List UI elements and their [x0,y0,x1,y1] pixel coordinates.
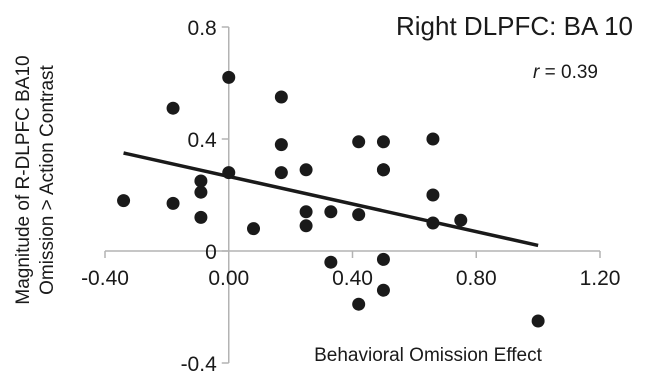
y-tick-label: 0 [205,241,217,264]
data-point [299,163,313,177]
data-point [222,70,236,84]
data-point [426,216,440,230]
data-point [352,297,366,311]
data-point [426,132,440,146]
data-point [166,101,180,115]
data-point [274,138,288,152]
data-point [376,283,390,297]
data-point [376,163,390,177]
x-tick-label: 0.40 [332,267,373,290]
y-tick-label: -0.4 [181,353,218,373]
labels-group: -0.40 0.00 0.40 0.80 1.20-0.400.40.8 Right DL… [13,11,633,373]
x-tick-label: -0.40 [81,267,129,290]
trendline-group [123,151,539,248]
x-axis-title: Behavioral Omission Effect [314,345,542,366]
correlation-annotation: r = 0.39 [533,62,598,83]
data-point [426,188,440,202]
data-point [117,194,131,208]
correlation-value: = 0.39 [539,62,598,83]
data-point [531,314,545,328]
data-point [222,166,236,180]
data-point [376,135,390,149]
data-point [194,174,208,188]
data-point [324,255,338,269]
x-tick-label: 1.20 [580,267,621,290]
points-group [117,70,545,328]
data-point [352,135,366,149]
y-axis-title-line2: Omission > Action Contrast [37,64,58,294]
chart-title: Right DLPFC: BA 10 [396,11,633,41]
data-point [194,185,208,199]
data-point [376,252,390,266]
data-point [274,166,288,180]
data-point [166,196,180,210]
y-tick-label: 0.4 [188,129,218,152]
x-tick-label: 0.00 [208,267,249,290]
data-point [194,210,208,224]
data-point [324,205,338,219]
data-point [352,208,366,222]
y-tick-label: 0.8 [188,17,217,40]
correlation-symbol: r [533,62,540,83]
x-tick-label: 0.80 [456,267,497,290]
data-point [454,213,468,227]
trendline [123,151,539,248]
data-point [274,90,288,104]
data-point [299,205,313,219]
y-axis-title-line1: Magnitude of R-DLPFC BA10 [13,55,34,304]
data-point [247,222,260,236]
data-point [299,219,313,233]
axes [104,26,601,364]
